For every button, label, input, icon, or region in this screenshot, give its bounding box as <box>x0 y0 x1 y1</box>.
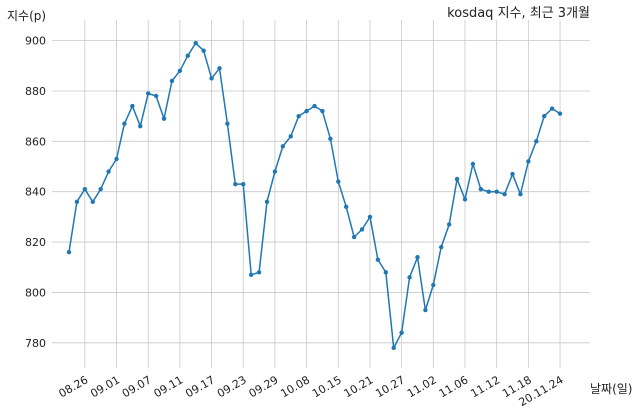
y-tick-label: 900 <box>25 35 46 48</box>
y-axis-label: 지수(p) <box>7 9 46 23</box>
data-point <box>336 179 341 184</box>
x-tick-label: 11.06 <box>437 373 471 400</box>
data-point <box>415 254 420 260</box>
data-point <box>256 270 262 275</box>
chart-title: kosdaq 지수, 최근 3개월 <box>447 6 590 21</box>
y-tick-label: 780 <box>25 337 46 350</box>
data-point <box>185 53 190 58</box>
data-point <box>280 144 286 149</box>
data-point <box>66 249 72 255</box>
data-point <box>169 78 175 84</box>
data-point <box>153 93 159 99</box>
data-point <box>344 204 349 210</box>
data-point <box>161 116 167 121</box>
data-point <box>328 136 333 142</box>
data-point <box>375 257 381 262</box>
data-point <box>296 113 301 119</box>
data-point <box>74 199 80 204</box>
data-point <box>431 282 436 288</box>
data-point <box>90 199 95 204</box>
data-point <box>534 139 539 144</box>
data-point <box>391 345 396 351</box>
data-point <box>486 189 491 194</box>
y-tick-label: 800 <box>25 286 46 299</box>
data-point <box>502 192 507 197</box>
data-point <box>201 48 206 53</box>
grid-lines <box>52 20 590 368</box>
x-axis-label: 날짜(일) <box>590 382 632 396</box>
data-point <box>549 106 555 111</box>
data-point <box>272 169 278 174</box>
data-point <box>320 108 325 114</box>
data-point <box>542 113 547 119</box>
data-point <box>351 234 357 240</box>
data-point <box>193 40 198 46</box>
x-tick-label: 08.26 <box>57 373 91 400</box>
data-point <box>423 307 428 313</box>
data-point <box>454 176 460 182</box>
x-tick-label: 09.29 <box>247 373 281 400</box>
data-point <box>478 186 484 192</box>
x-tick-label: 09.11 <box>152 373 186 400</box>
data-point <box>470 161 476 167</box>
y-axis-ticks: 780 800 820 840 860 880 900 <box>25 35 46 350</box>
data-point <box>138 124 143 129</box>
data-point <box>439 244 444 250</box>
data-point <box>209 76 214 81</box>
x-tick-label: 09.23 <box>215 373 249 400</box>
data-point <box>114 156 119 162</box>
data-point <box>241 181 246 187</box>
y-tick-label: 880 <box>25 85 46 98</box>
data-point <box>446 222 452 227</box>
data-point <box>225 121 230 126</box>
data-point <box>98 186 103 192</box>
data-point <box>557 111 563 116</box>
data-point <box>122 121 127 126</box>
data-point <box>399 330 404 335</box>
x-tick-label: 10.21 <box>342 373 376 400</box>
x-tick-label: 09.17 <box>183 373 217 400</box>
data-point <box>526 159 531 164</box>
x-tick-label: 10.15 <box>310 373 344 400</box>
data-point <box>248 272 254 278</box>
x-tick-label: 11.02 <box>405 373 439 400</box>
x-axis-ticks: 08.2609.0109.0709.1109.1709.2309.2910.08… <box>57 373 566 409</box>
x-tick-label: 10.08 <box>278 373 312 400</box>
data-point <box>106 169 111 174</box>
x-tick-label: 09.07 <box>120 373 154 400</box>
data-point <box>494 189 499 194</box>
data-point <box>367 214 373 220</box>
x-tick-label: 10.27 <box>373 373 407 400</box>
data-point <box>217 66 222 71</box>
series-line <box>68 41 561 351</box>
data-point <box>462 197 468 202</box>
data-points <box>66 40 563 351</box>
data-point <box>383 270 388 275</box>
data-point <box>130 103 135 109</box>
data-point <box>264 199 270 204</box>
y-tick-label: 840 <box>25 186 46 199</box>
x-tick-label: 11.12 <box>468 373 502 400</box>
data-point <box>510 171 515 177</box>
data-point <box>288 134 293 139</box>
data-point <box>359 227 365 232</box>
y-tick-label: 860 <box>25 135 46 148</box>
data-point <box>518 192 523 197</box>
data-point <box>177 68 183 74</box>
data-point <box>82 186 88 192</box>
x-tick-label: 09.01 <box>88 373 122 400</box>
data-point <box>407 275 412 280</box>
data-point <box>304 108 309 114</box>
data-point <box>146 91 151 96</box>
data-point <box>312 103 317 109</box>
data-point <box>233 181 238 187</box>
y-tick-label: 820 <box>25 236 46 249</box>
